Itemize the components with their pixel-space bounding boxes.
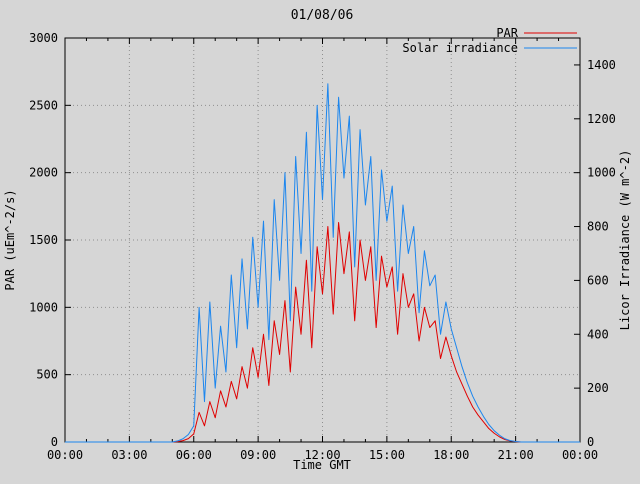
par-series-line	[65, 221, 580, 443]
y-left-tick-label: 2000	[29, 166, 58, 180]
y-right-tick-label: 200	[587, 381, 609, 395]
x-tick-label: 21:00	[498, 448, 534, 462]
x-tick-label: 12:00	[304, 448, 340, 462]
x-axis-label: Time GMT	[293, 458, 351, 472]
y-left-tick-label: 1500	[29, 233, 58, 247]
legend: PAR Solar irradiance	[402, 26, 577, 55]
y-right-tick-label: 600	[587, 273, 609, 287]
x-tick-label: 00:00	[47, 448, 83, 462]
legend-label-par: PAR	[496, 26, 518, 40]
solar-irradiance-series-line	[65, 83, 580, 443]
x-tick-label: 03:00	[111, 448, 147, 462]
x-tick-label: 09:00	[240, 448, 276, 462]
x-tick-label: 18:00	[433, 448, 469, 462]
x-tick-label: 15:00	[369, 448, 405, 462]
x-tick-label: 00:00	[562, 448, 598, 462]
y-right-tick-label: 1000	[587, 166, 616, 180]
y-right-tick-label: 800	[587, 220, 609, 234]
y-left-tick-label: 500	[36, 368, 58, 382]
y-right-tick-label: 0	[587, 435, 594, 449]
y-right-tick-label: 1200	[587, 112, 616, 126]
plot-layer: 00:00 03:00 06:00 09:00 12:00 15:00 18:00 21:00…	[29, 31, 616, 462]
y-left-tick-label: 2500	[29, 98, 58, 112]
y-right-tick-label: 400	[587, 327, 609, 341]
x-tick-label: 06:00	[176, 448, 212, 462]
y-axis-label-left: PAR (uEm^-2/s)	[3, 189, 17, 290]
y-right-tick-label: 1400	[587, 58, 616, 72]
plot-border	[64, 37, 581, 443]
y-axis-label-right: Licor Irradiance (W m^-2)	[618, 150, 632, 331]
y-left-tick-label: 0	[51, 435, 58, 449]
legend-label-solar-irradiance: Solar irradiance	[402, 41, 518, 55]
y-left-tick-label: 3000	[29, 31, 58, 45]
y-left-tick-label: 1000	[29, 300, 58, 314]
chart-title: 01/08/06	[291, 8, 354, 23]
